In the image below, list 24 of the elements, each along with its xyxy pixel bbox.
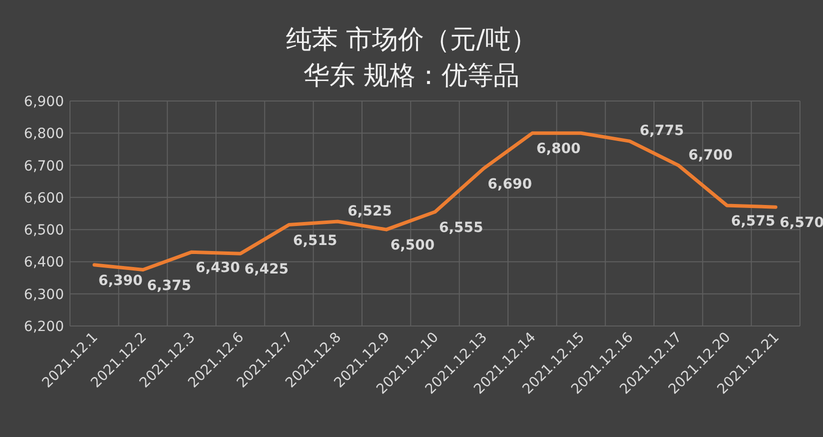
y-tick-label: 6,200	[24, 319, 64, 335]
data-label: 6,775	[640, 123, 684, 140]
data-label: 6,555	[439, 220, 484, 236]
data-label: 6,375	[147, 278, 192, 294]
chart-subtitle: 华东 规格：优等品	[303, 61, 520, 91]
y-tick-label: 6,600	[24, 190, 64, 206]
y-tick-label: 6,700	[24, 158, 64, 174]
y-tick-label: 6,400	[24, 254, 64, 271]
y-tick-label: 6,900	[24, 94, 64, 110]
data-label: 6,800	[536, 141, 581, 158]
data-label: 6,390	[98, 272, 143, 289]
y-tick-label: 6,500	[24, 222, 64, 239]
data-label: 6,570	[780, 215, 823, 232]
data-label: 6,500	[390, 238, 435, 254]
data-label: 6,515	[293, 232, 338, 249]
data-label: 6,430	[196, 260, 240, 276]
y-tick-label: 6,300	[24, 286, 64, 303]
chart-title: 纯苯 市场价（元/吨）	[286, 25, 538, 55]
data-label: 6,700	[688, 147, 733, 164]
data-label: 6,575	[731, 213, 776, 230]
data-label: 6,525	[348, 204, 392, 220]
data-label: 6,425	[244, 262, 289, 278]
data-label: 6,690	[488, 176, 532, 192]
y-tick-label: 6,800	[24, 126, 64, 142]
